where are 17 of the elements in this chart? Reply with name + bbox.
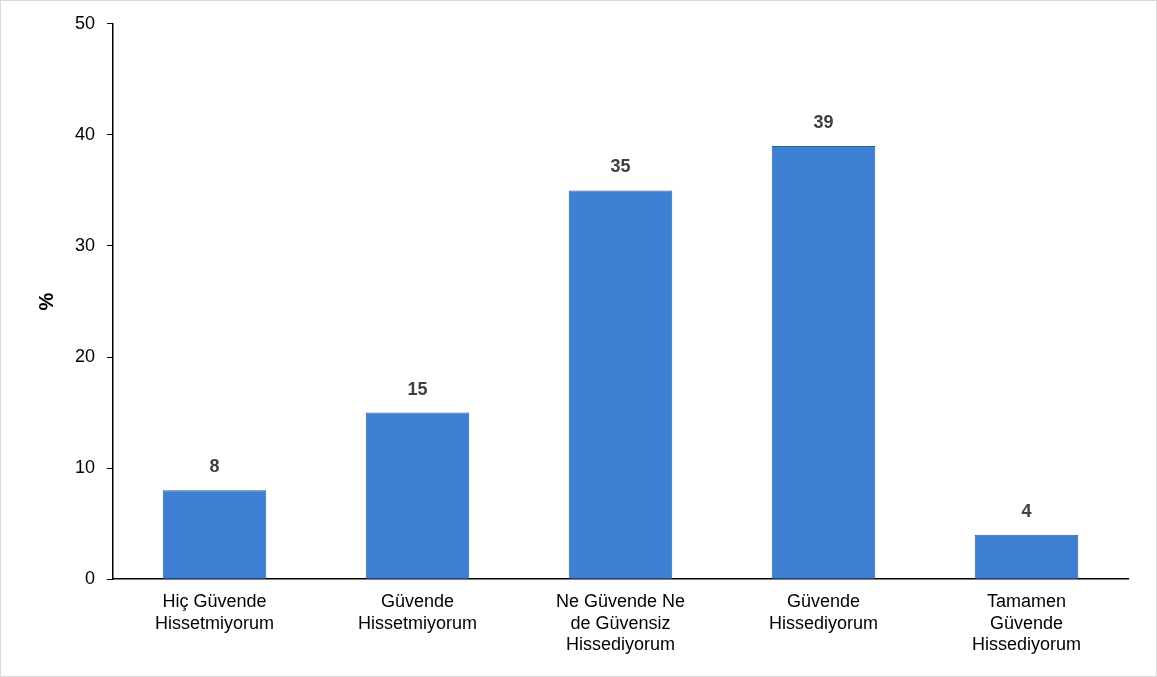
y-tick-label: 50	[74, 12, 96, 33]
data-label: 35	[610, 156, 631, 177]
data-label: 4	[1021, 500, 1032, 521]
x-tick-label: Hiç Güvende Hissetmiyorum	[155, 590, 275, 633]
y-tick-label: 10	[74, 457, 96, 478]
x-tick-label: Güvende Hissediyorum	[768, 590, 879, 633]
data-label: 39	[813, 111, 834, 132]
x-tick-label: Ne Güvende Ne de Güvensiz Hissediyorum	[555, 590, 686, 655]
x-tick-label: Güvende Hissetmiyorum	[358, 590, 478, 633]
y-tick-label: 20	[74, 346, 96, 367]
x-tick-label: Tamamen Güvende Hissediyorum	[971, 590, 1082, 655]
data-label: 15	[407, 378, 428, 399]
data-label: 8	[209, 456, 220, 477]
y-tick-label: 0	[85, 568, 96, 589]
y-tick-label: 30	[74, 234, 96, 255]
y-axis-title: %	[34, 292, 57, 311]
y-tick-label: 40	[74, 123, 96, 144]
